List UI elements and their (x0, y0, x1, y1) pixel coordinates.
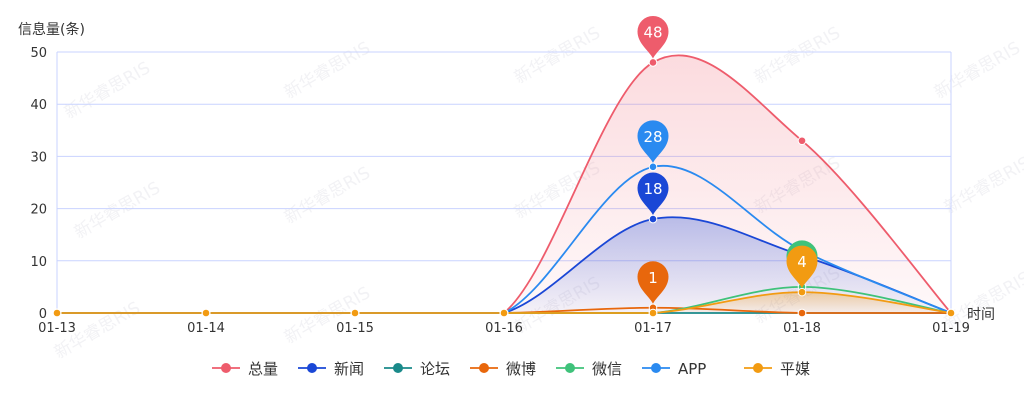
x-tick-label: 01-14 (187, 321, 225, 336)
max-value-markers: 48 18 1 28 4 (637, 15, 818, 304)
watermark-text: 新华睿思RIS (71, 178, 164, 243)
data-point (499, 308, 509, 318)
x-tick-label: 01-19 (932, 321, 970, 336)
max-marker-pin (637, 172, 669, 216)
legend-dot (307, 363, 317, 373)
legend-dot (753, 363, 763, 373)
y-tick-label: 50 (30, 46, 47, 61)
x-axis-title: 时间 (967, 307, 995, 323)
x-tick-label: 01-13 (38, 321, 76, 336)
x-tick-label: 01-17 (634, 321, 672, 336)
data-point (946, 308, 956, 318)
legend-item: APP (642, 360, 706, 378)
y-tick-label: 20 (30, 203, 47, 218)
max-marker-pin (637, 120, 669, 163)
max-marker-pin (637, 261, 669, 304)
series-areas (57, 55, 951, 314)
data-point (648, 58, 658, 67)
data-point (648, 214, 658, 224)
y-tick-label: 0 (39, 307, 47, 322)
legend-item: 论坛 (384, 360, 450, 378)
data-point (648, 162, 658, 172)
data-label: 4 (797, 253, 807, 271)
series-area (57, 217, 951, 313)
legend-item: 微信 (556, 360, 622, 378)
y-tick-labels: 0 10 20 30 40 50 (30, 46, 47, 322)
legend-label: 论坛 (420, 360, 450, 378)
watermark-text: 新华睿思RIS (61, 58, 154, 123)
data-point (797, 308, 807, 318)
watermark-text: 新华睿思RIS (751, 23, 844, 88)
legend-item: 平媒 (744, 360, 810, 378)
watermark-text: 新华睿思RIS (281, 163, 374, 228)
x-tick-labels: 01-13 01-14 01-15 01-16 01-17 01-18 01-19 (38, 321, 970, 336)
data-point (350, 308, 360, 318)
legend-label: 微信 (592, 360, 622, 378)
data-label: 1 (648, 269, 658, 287)
data-point (201, 308, 211, 318)
legend-item: 微博 (470, 360, 536, 378)
data-label: 18 (643, 180, 662, 198)
legend-dot (565, 363, 575, 373)
legend-label: APP (678, 360, 706, 378)
watermark-text: 新华睿思RIS (281, 38, 374, 103)
legend-label: 微博 (506, 360, 536, 378)
legend-dot (651, 363, 661, 373)
x-tick-label: 01-15 (336, 321, 374, 336)
data-label: 28 (643, 128, 662, 146)
y-tick-label: 40 (30, 98, 47, 113)
data-point (797, 287, 807, 297)
max-marker-pin (786, 245, 818, 289)
legend-item: 总量 (212, 360, 278, 378)
watermark-text: 新华睿思RIS (941, 153, 1024, 218)
watermark-text: 新华睿思RIS (281, 283, 374, 348)
legend-label: 新闻 (334, 360, 364, 378)
legend: 总量 新闻 论坛 微博 微信 APP 平媒 (212, 360, 810, 378)
x-tick-label: 01-18 (783, 321, 821, 336)
legend-dot (221, 363, 231, 373)
data-point (797, 136, 807, 146)
y-tick-label: 30 (30, 150, 47, 165)
y-axis-title: 信息量(条) (18, 21, 85, 38)
data-label: 48 (643, 23, 662, 41)
legend-label: 总量 (248, 360, 278, 378)
x-tick-label: 01-16 (485, 321, 523, 336)
watermark-text: 新华睿思RIS (511, 23, 604, 88)
data-point (648, 308, 658, 318)
legend-dot (393, 363, 403, 373)
y-tick-label: 10 (30, 255, 47, 270)
data-points (52, 58, 956, 318)
data-point (52, 308, 62, 318)
max-marker-pin (637, 15, 669, 59)
series-area (57, 292, 951, 313)
legend-item: 新闻 (298, 360, 364, 378)
legend-dot (479, 363, 489, 373)
legend-label: 平媒 (780, 360, 810, 378)
watermark-text: 新华睿思RIS (931, 38, 1024, 103)
